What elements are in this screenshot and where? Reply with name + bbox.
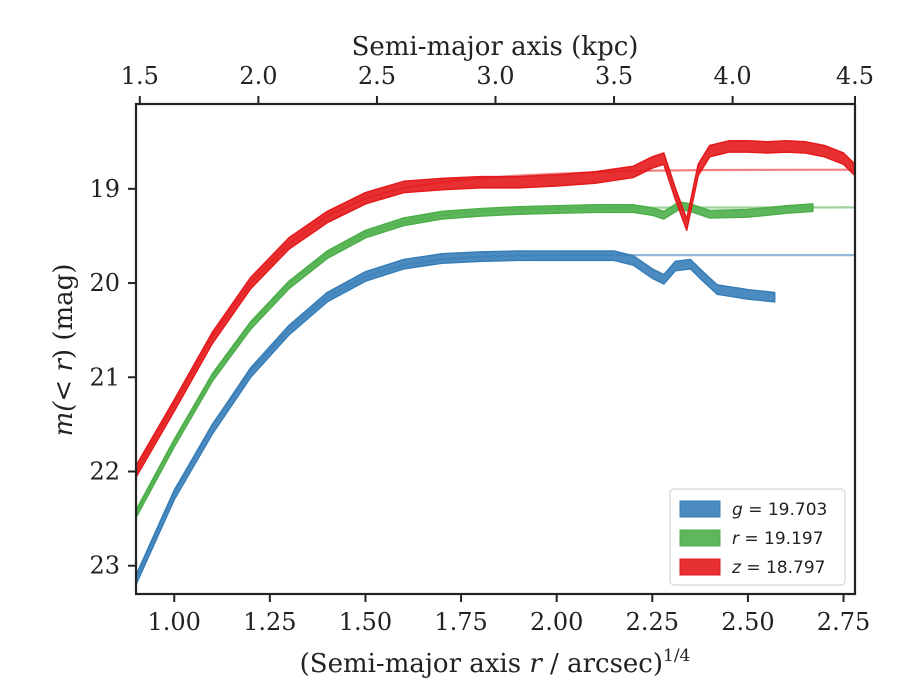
legend-label-g: g = 19.703 [732, 500, 827, 520]
profile-band-r [136, 201, 814, 519]
top-x-tick-label: 2.5 [358, 62, 396, 90]
x-tick-label: 2.00 [530, 608, 583, 636]
legend-swatch-g [679, 500, 721, 518]
x-axis-title-rest: / arcsec) [542, 649, 663, 679]
top-x-tick-label: 3.5 [595, 62, 633, 90]
profile-band-z [136, 140, 855, 478]
top-x-tick-label: 2.0 [239, 62, 277, 90]
top-axis-title: Semi-major axis (kpc) [352, 32, 639, 62]
top-x-tick-label: 1.5 [121, 62, 159, 90]
series-r [136, 201, 855, 519]
legend-swatch-z [679, 558, 721, 576]
profile-band-g [136, 250, 776, 586]
y-tick-label: 22 [89, 458, 120, 486]
y-tick-label: 20 [89, 269, 120, 297]
y-tick-label: 23 [89, 552, 120, 580]
x-axis-title: (Semi-major axis r / arcsec)1/4 [300, 646, 691, 679]
legend: g = 19.703 r = 19.197 z = 18.797 [669, 488, 846, 586]
series-z [136, 140, 855, 478]
top-x-tick-label: 3.0 [476, 62, 514, 90]
x-tick-label: 2.75 [817, 608, 870, 636]
x-axis-title-main: (Semi-major axis [300, 649, 530, 679]
legend-label-r: r = 19.197 [732, 529, 824, 549]
x-axis-title-var: r [529, 649, 543, 679]
top-x-tick-label: 4.5 [836, 62, 874, 90]
x-tick-label: 2.50 [721, 608, 774, 636]
x-tick-label: 1.00 [148, 608, 201, 636]
x-axis-title-exp: 1/4 [663, 646, 690, 666]
series-layer [136, 140, 855, 586]
legend-label-z: z = 18.797 [731, 558, 825, 578]
y-tick-label: 19 [89, 175, 120, 203]
x-tick-label: 1.25 [243, 608, 296, 636]
y-axis-title-post: ) (mag) [49, 264, 79, 360]
top-x-tick-label: 4.0 [714, 62, 752, 90]
legend-swatch-r [679, 529, 721, 547]
y-axis-title-pre: m( [49, 401, 79, 437]
x-tick-label: 2.25 [626, 608, 679, 636]
ticks-layer: 1.00 1.25 1.50 1.75 2.00 2.25 2.50 2.75 19 20 21 22… [89, 62, 874, 636]
x-tick-label: 1.50 [339, 608, 392, 636]
y-axis-title: m(< r) (mag) [49, 264, 79, 437]
y-tick-label: 21 [89, 363, 120, 391]
series-g [136, 250, 855, 586]
x-tick-label: 1.75 [434, 608, 487, 636]
y-axis-title-var: < r [49, 358, 79, 402]
